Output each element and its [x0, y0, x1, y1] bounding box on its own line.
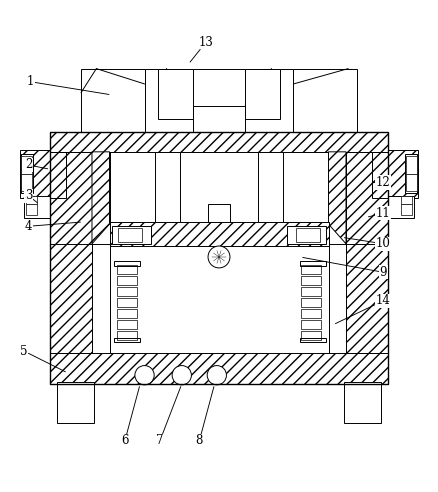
Bar: [301, 331, 321, 340]
Bar: [301, 265, 321, 275]
Text: 8: 8: [196, 387, 214, 447]
Text: 5: 5: [20, 344, 65, 372]
Text: 11: 11: [368, 207, 391, 219]
Text: 7: 7: [156, 387, 181, 447]
Bar: [245, 68, 280, 119]
Bar: [300, 261, 326, 266]
Bar: [301, 298, 321, 308]
Bar: [117, 309, 137, 318]
Bar: [50, 132, 388, 152]
Bar: [301, 276, 321, 285]
Bar: [405, 154, 417, 193]
Bar: [117, 320, 137, 329]
Bar: [158, 68, 193, 119]
Bar: [117, 331, 137, 340]
Polygon shape: [92, 152, 110, 244]
Bar: [208, 204, 230, 222]
Bar: [344, 382, 381, 424]
Text: 2: 2: [25, 158, 48, 172]
Bar: [21, 174, 32, 191]
Bar: [287, 226, 326, 244]
Bar: [401, 204, 412, 215]
Bar: [301, 320, 321, 329]
Bar: [114, 261, 140, 266]
Bar: [372, 150, 418, 198]
Bar: [57, 382, 94, 424]
Bar: [50, 351, 388, 384]
Circle shape: [135, 366, 154, 385]
Text: 6: 6: [121, 387, 139, 447]
Polygon shape: [328, 152, 346, 244]
Bar: [21, 154, 33, 193]
Bar: [81, 68, 145, 132]
Text: 13: 13: [190, 36, 213, 62]
Bar: [346, 148, 388, 353]
Text: 10: 10: [344, 237, 391, 250]
Bar: [300, 338, 326, 342]
Bar: [328, 148, 346, 353]
Text: 12: 12: [373, 176, 391, 189]
Bar: [92, 148, 110, 353]
Bar: [301, 309, 321, 318]
Text: 1: 1: [27, 75, 109, 94]
Bar: [24, 196, 50, 217]
Text: 9: 9: [303, 257, 387, 279]
Text: 14: 14: [336, 294, 391, 324]
Bar: [406, 174, 417, 191]
Bar: [155, 152, 180, 222]
Bar: [21, 156, 32, 174]
Bar: [50, 132, 388, 384]
Bar: [145, 68, 293, 132]
Bar: [296, 228, 320, 243]
Bar: [401, 196, 412, 204]
Bar: [117, 276, 137, 285]
Text: 4: 4: [25, 220, 81, 233]
Bar: [112, 226, 151, 244]
Circle shape: [208, 246, 230, 268]
Text: 3: 3: [25, 189, 37, 203]
Bar: [110, 222, 328, 246]
Bar: [117, 265, 137, 275]
Bar: [301, 287, 321, 296]
Bar: [117, 287, 137, 296]
Bar: [20, 150, 66, 198]
Bar: [117, 298, 137, 308]
Bar: [118, 228, 142, 243]
Circle shape: [207, 366, 226, 385]
Bar: [406, 156, 417, 174]
Bar: [110, 152, 328, 353]
Bar: [114, 338, 140, 342]
Bar: [388, 196, 414, 217]
Bar: [258, 152, 283, 222]
Bar: [112, 244, 326, 351]
Polygon shape: [81, 68, 145, 132]
Circle shape: [172, 366, 191, 385]
Bar: [293, 68, 357, 132]
Bar: [26, 204, 37, 215]
Bar: [50, 148, 92, 353]
Bar: [26, 196, 37, 204]
